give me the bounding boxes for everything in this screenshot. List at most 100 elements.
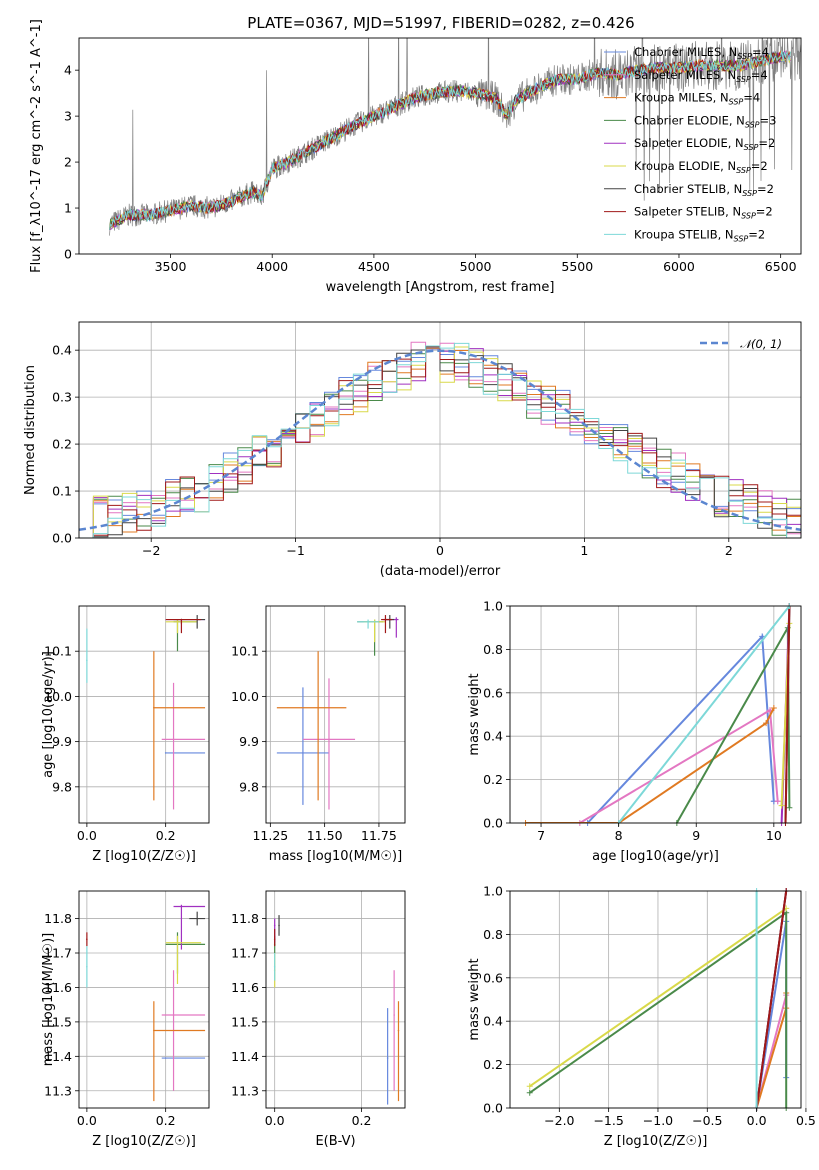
- x-tick-label: 0.5: [796, 1113, 816, 1128]
- y-tick-label: 11.6: [231, 980, 259, 995]
- cumulative-line: [586, 634, 775, 823]
- plus-marker: [526, 1089, 533, 1096]
- y-tick-label: 9.9: [239, 734, 259, 749]
- legend-label: Salpeter ELODIE, NSSP=2: [634, 136, 775, 152]
- x-tick-label: 0.2: [156, 1113, 176, 1128]
- y-tick-label: 11.7: [231, 946, 259, 961]
- y-tick-label: 0.0: [52, 531, 72, 546]
- data-point: [367, 621, 369, 623]
- y-tick-label: 4: [64, 63, 72, 78]
- x-tick-label: 11.75: [361, 828, 397, 843]
- y-tick-label: 10.0: [231, 689, 259, 704]
- y-tick-label: 0.4: [52, 343, 72, 358]
- data-point: [153, 1029, 155, 1032]
- x-tick-label: 5500: [561, 259, 593, 274]
- y-tick-label: 0.3: [52, 390, 72, 405]
- y-tick-label: 11.8: [44, 911, 72, 926]
- histogram-steps: [79, 345, 801, 538]
- x-axis-label: Z [log10(Z/Z☉)]: [92, 849, 196, 864]
- y-tick-label: 11.8: [231, 911, 259, 926]
- y-tick-label: 11.4: [231, 1049, 259, 1064]
- y-tick-label: 0.6: [483, 685, 503, 700]
- cumulative-line: [784, 606, 791, 823]
- y-tick-label: 2: [64, 155, 72, 170]
- data-point: [196, 917, 198, 920]
- y-tick-label: 0.4: [483, 1014, 503, 1029]
- plus-marker: [778, 802, 785, 809]
- spectrum-model-line: [109, 50, 791, 230]
- x-tick-label: 8: [615, 828, 623, 843]
- data-point: [393, 1014, 395, 1016]
- y-tick-label: 10.1: [231, 644, 259, 659]
- grid: [79, 891, 209, 1108]
- y-tick-label: 3: [64, 109, 72, 124]
- x-tick-label: 0.0: [747, 1113, 767, 1128]
- y-tick-label: 11.5: [231, 1014, 259, 1029]
- data-point: [386, 1057, 389, 1059]
- data-point: [176, 621, 179, 623]
- y-tick-label: 0.1: [52, 484, 72, 499]
- data-point: [86, 965, 88, 968]
- figure-title: PLATE=0367, MJD=51997, FIBERID=0282, z=0…: [247, 14, 634, 32]
- y-tick-label: 11.3: [44, 1083, 72, 1098]
- panel-4: 7 8 9 10 0.0 0.2 0.4 0.6 0.8 1.0 age [log10(age/yr…: [467, 599, 802, 864]
- y-axis-label: age [log10(age/yr)]: [41, 651, 56, 778]
- panel-7: −2.0 −1.5 −1.0 −0.5 0.0 0.5 0.0 0.2 0.4 0.6 0.8 1.0…: [467, 884, 816, 1150]
- legend-label: 𝒩(0, 1): [740, 337, 782, 351]
- plus-marker: [763, 720, 770, 727]
- data-point: [176, 941, 179, 944]
- data-point: [302, 752, 304, 754]
- legend-label: Kroupa ELODIE, NSSP=2: [634, 159, 768, 175]
- axes-frame: [509, 890, 802, 1109]
- y-tick-label: 0.6: [483, 970, 503, 985]
- x-axis-label: age [log10(age/yr)]: [592, 849, 719, 864]
- x-tick-label: 11.50: [307, 828, 343, 843]
- x-axis-label: wavelength [Angstrom, rest frame]: [326, 280, 555, 295]
- y-tick-label: 9.8: [239, 779, 259, 794]
- data-point: [328, 738, 330, 741]
- plus-marker: [759, 633, 766, 640]
- y-tick-label: 0.4: [483, 729, 503, 744]
- axes-frame: [78, 890, 210, 1109]
- y-tick-label: 9.9: [52, 734, 72, 749]
- x-tick-label: 0.2: [352, 1113, 372, 1128]
- x-tick-label: 7: [537, 828, 545, 843]
- plus-marker: [774, 798, 781, 805]
- x-tick-label: 0: [436, 543, 444, 558]
- panel-3: 11.25 11.50 11.75 9.8 9.9 10.0 10.1 mass [log10…: [231, 605, 406, 864]
- grid: [510, 605, 801, 824]
- data-point: [273, 938, 276, 941]
- y-tick-label: 1: [64, 201, 72, 216]
- x-tick-label: 0.2: [156, 828, 176, 843]
- legend-label: Kroupa MILES, NSSP=4: [634, 91, 760, 107]
- data-point: [164, 1057, 167, 1059]
- cumulative-line: [755, 891, 788, 1108]
- axes-frame: [78, 37, 802, 255]
- data-point: [164, 752, 167, 754]
- y-tick-label: 10.1: [44, 644, 72, 659]
- histogram-steps: [79, 342, 801, 538]
- data-point: [172, 1014, 175, 1016]
- legend-label: Salpeter MILES, NSSP=4: [634, 68, 768, 84]
- axes-frame: [509, 605, 802, 824]
- x-axis-label: Z [log10(Z/Z☉)]: [604, 1134, 708, 1149]
- y-tick-label: 0.2: [483, 772, 503, 787]
- spectrum-model-line: [109, 51, 791, 230]
- data-point: [180, 905, 183, 908]
- axes-frame: [265, 605, 406, 824]
- panel-0: 3500 4000 4500 5000 5500 6000 6500 0 1 2 3 4 wavelen…: [29, 19, 802, 295]
- y-tick-label: 0.8: [483, 927, 503, 942]
- plus-marker: [770, 704, 777, 711]
- x-tick-label: 3500: [155, 259, 187, 274]
- x-axis-label: E(B-V): [315, 1134, 355, 1149]
- legend-label: Chabrier STELIB, NSSP=2: [634, 182, 774, 198]
- data-point: [273, 924, 276, 927]
- y-tick-label: 11.4: [44, 1049, 72, 1064]
- x-tick-label: 4000: [256, 259, 288, 274]
- x-tick-label: 6500: [765, 259, 797, 274]
- y-axis-label: Flux [f_λ10^-17 erg cm^-2 s^-1 A^-1]: [29, 19, 44, 273]
- x-tick-label: 2: [725, 543, 733, 558]
- y-axis-label: mass [log10(M/M☉)]: [41, 933, 56, 1066]
- cumulative-line: [579, 708, 779, 823]
- x-tick-label: −2: [142, 543, 160, 558]
